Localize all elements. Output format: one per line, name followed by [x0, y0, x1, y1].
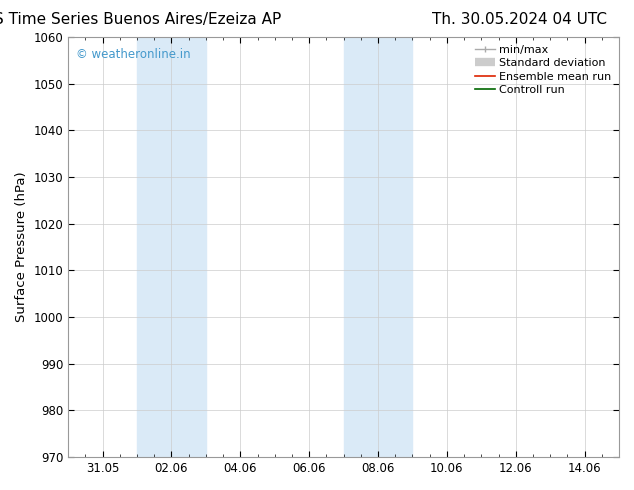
Text: ENS Time Series Buenos Aires/Ezeiza AP: ENS Time Series Buenos Aires/Ezeiza AP [0, 12, 281, 27]
Bar [137, 37, 206, 457]
Y-axis label: Surface Pressure (hPa): Surface Pressure (hPa) [15, 172, 28, 322]
Legend: min/max, Standard deviation, Ensemble mean run, Controll run: min/max, Standard deviation, Ensemble me… [470, 41, 616, 99]
Text: © weatheronline.in: © weatheronline.in [77, 48, 191, 61]
Bar [344, 37, 413, 457]
Text: Th. 30.05.2024 04 UTC: Th. 30.05.2024 04 UTC [432, 12, 607, 27]
